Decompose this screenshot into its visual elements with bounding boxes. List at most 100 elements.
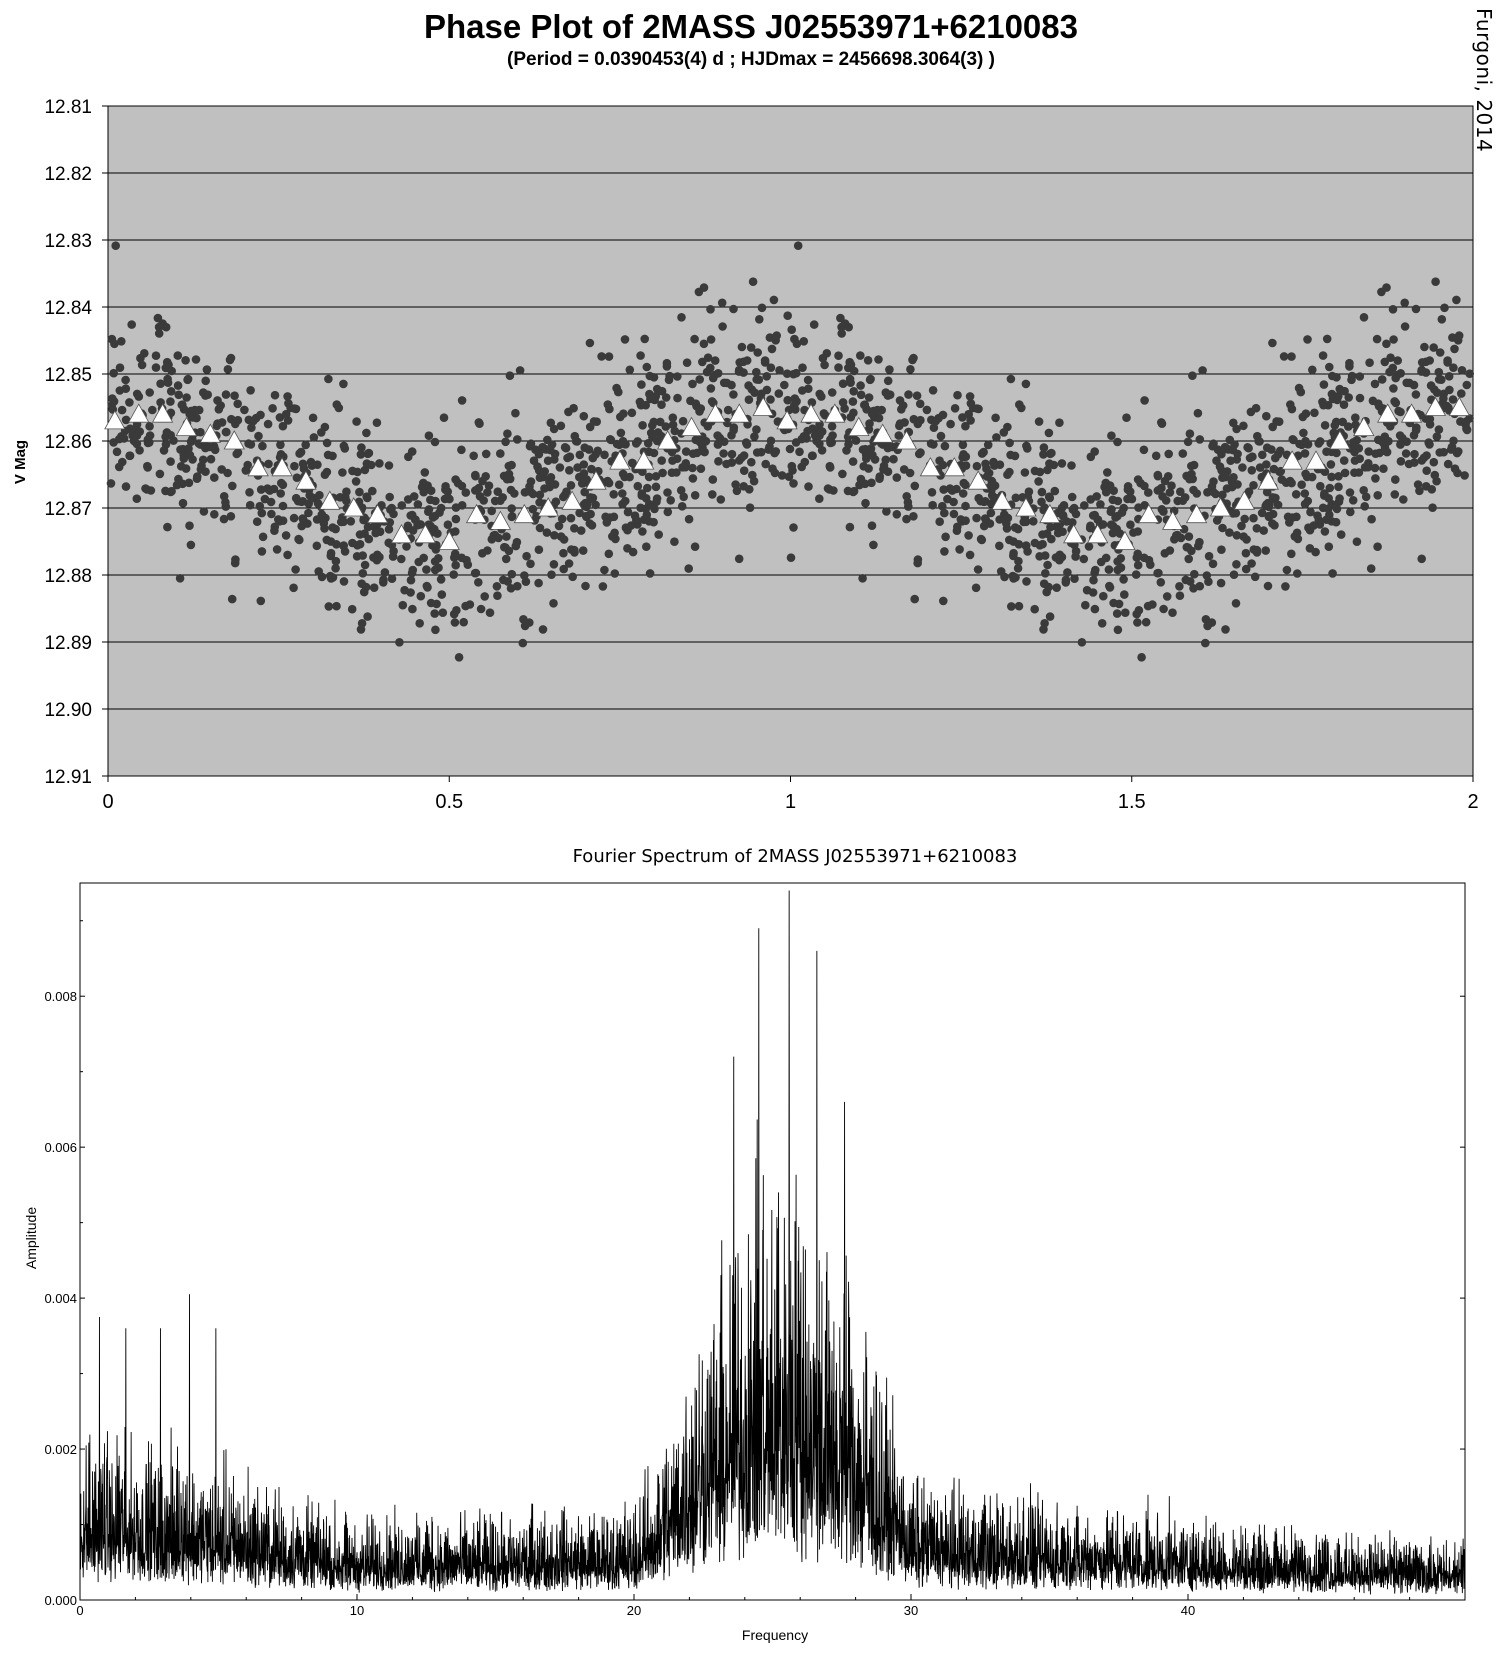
observation-point [1195,581,1205,591]
observation-point [228,481,237,491]
observation-point [1388,305,1398,314]
observation-point [108,394,117,403]
observation-point [625,365,635,375]
observation-point [585,338,595,348]
observation-point [620,335,630,344]
observation-point [1322,447,1331,457]
mean-triangle-marker [1086,523,1109,544]
observation-point [510,489,519,498]
observation-point [298,514,308,523]
observation-point [717,298,727,308]
observation-point [543,435,552,445]
observation-point [1162,592,1172,601]
observation-point [752,367,761,377]
observation-point [1434,367,1444,377]
observation-point [295,535,304,545]
observation-point [1084,542,1094,551]
observation-point [1252,524,1262,533]
observation-point [584,445,594,454]
observation-point [379,575,388,585]
observation-point [787,325,796,335]
observation-point [845,374,855,384]
observation-point [976,496,985,506]
observation-point [856,390,866,400]
observation-point [535,523,545,533]
observation-point [1009,548,1018,558]
observation-point [1141,617,1151,627]
observation-point [775,366,784,375]
observation-point [1193,408,1203,418]
observation-point [1077,638,1087,647]
observation-point [1262,487,1272,497]
observation-point [827,422,837,431]
observation-point [1229,418,1238,428]
observation-point [145,431,155,440]
observation-point [789,479,798,488]
spectrum-frame [79,882,1466,1601]
observation-point [272,545,282,554]
observation-point [1104,565,1114,574]
observation-point [625,472,634,482]
observation-point [1359,313,1369,322]
observation-point [1157,483,1166,493]
observation-point [1030,604,1039,614]
observation-point [938,410,948,420]
observation-point [528,489,538,499]
mean-triangle-marker [199,423,222,443]
observation-point [1279,352,1289,361]
observation-point [246,440,256,449]
mean-triangle-marker [871,423,894,443]
observation-point [125,451,135,461]
mean-triangle-marker [895,430,918,450]
observation-point [1263,581,1273,591]
observation-point [324,602,334,611]
observation-point [1399,495,1408,504]
observation-point [270,390,280,400]
observation-point [424,431,434,441]
observation-point [597,352,606,361]
observation-point [375,527,385,536]
observation-point [559,548,568,558]
observation-point [173,381,183,390]
spectrum-plot-area [79,882,1466,1601]
observation-point [1297,480,1306,490]
observation-point [570,431,580,441]
observation-point [1223,445,1233,454]
observation-point [677,502,687,511]
observation-point [1011,493,1021,503]
observation-point [936,431,946,441]
observation-point [849,387,858,396]
observation-point [127,320,136,329]
observation-point [1183,437,1193,447]
observation-point [913,558,922,568]
observation-point [1014,556,1023,566]
observation-point [289,583,298,593]
observation-point [1348,496,1358,505]
observation-point [636,351,645,360]
observation-point [504,461,514,471]
observation-point [1039,443,1049,452]
observation-point [575,508,584,518]
observation-point [565,466,574,475]
observation-point [493,591,502,600]
observation-point [946,419,955,429]
observation-point [221,390,231,399]
observation-point [582,512,591,522]
observation-point [463,560,473,569]
observation-point [1229,570,1239,579]
observation-point [786,553,796,562]
observation-point [359,587,369,597]
observation-point [875,474,884,484]
observation-point [808,451,817,461]
mean-triangle-marker [1353,416,1375,437]
observation-point [1320,467,1330,477]
observation-point [1044,492,1054,502]
observation-point [532,511,541,521]
observation-point [452,606,461,615]
mean-triangle-marker [438,530,460,550]
observation-point [668,413,678,423]
observation-point [848,457,858,466]
observation-point [1137,653,1146,662]
observation-point [291,565,300,574]
observation-point [512,537,522,547]
